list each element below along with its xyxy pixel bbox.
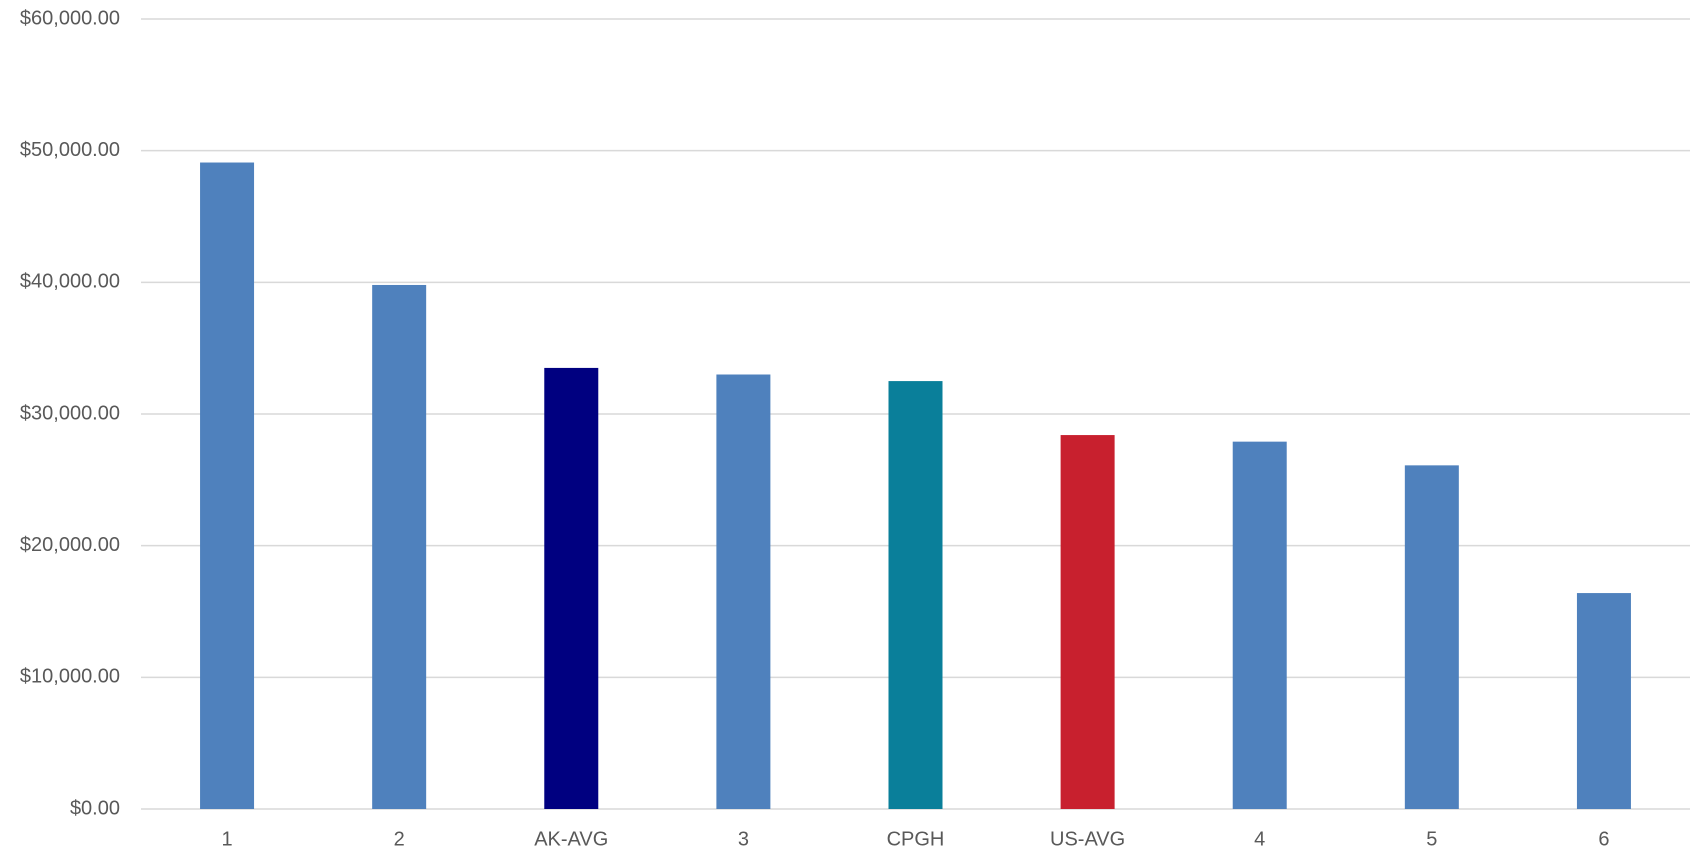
x-tick-label: 1 [221, 828, 232, 850]
y-tick-label: $50,000.00 [20, 139, 120, 161]
bar [1576, 593, 1631, 809]
bar [1232, 441, 1287, 809]
bar [544, 367, 599, 809]
x-tick-label: 3 [738, 828, 749, 850]
x-tick-label: AK-AVG [534, 828, 608, 850]
bar [716, 374, 771, 809]
y-tick-label: $20,000.00 [20, 534, 120, 556]
x-tick-label: 4 [1254, 828, 1265, 850]
bar [200, 162, 255, 809]
x-tick-label: CPGH [887, 828, 945, 850]
bar [372, 284, 427, 809]
x-tick-label: 6 [1598, 828, 1609, 850]
bar [1060, 435, 1115, 809]
y-tick-label: $10,000.00 [20, 666, 120, 688]
y-tick-label: $0.00 [70, 797, 120, 819]
y-tick-label: $30,000.00 [20, 402, 120, 424]
y-tick-label: $60,000.00 [20, 7, 120, 29]
x-tick-label: 5 [1426, 828, 1437, 850]
x-tick-label: 2 [394, 828, 405, 850]
y-tick-label: $40,000.00 [20, 271, 120, 293]
bar [888, 381, 943, 809]
x-tick-label: US-AVG [1050, 828, 1125, 850]
bar [1404, 465, 1459, 809]
